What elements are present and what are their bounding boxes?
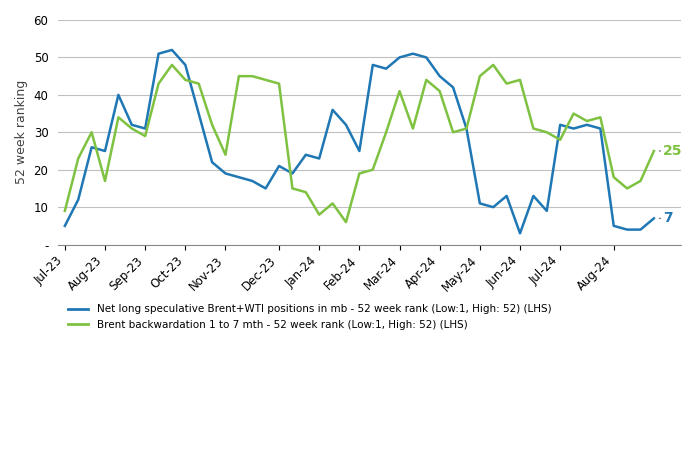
Y-axis label: 52 week ranking: 52 week ranking <box>15 80 28 185</box>
Text: 25: 25 <box>664 144 682 158</box>
Text: 7: 7 <box>664 212 673 225</box>
Legend: Net long speculative Brent+WTI positions in mb - 52 week rank (Low:1, High: 52) : Net long speculative Brent+WTI positions… <box>64 300 556 334</box>
